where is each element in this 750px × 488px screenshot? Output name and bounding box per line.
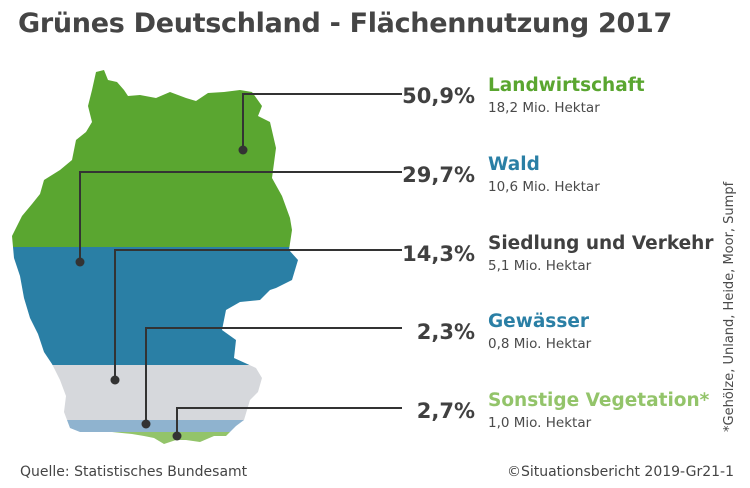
area-siedlung: 5,1 Mio. Hektar xyxy=(488,258,592,274)
area-landwirtschaft: 18,2 Mio. Hektar xyxy=(488,100,600,116)
region-wald xyxy=(12,247,298,365)
leader-line-wald xyxy=(79,171,402,262)
area-gewaesser: 0,8 Mio. Hektar xyxy=(488,336,592,352)
copyright-note: ©Situationsbericht 2019-Gr21-1 xyxy=(506,464,734,480)
label-sonstige: Sonstige Vegetation* xyxy=(488,390,710,411)
area-sonstige: 1,0 Mio. Hektar xyxy=(488,415,592,431)
chart-title: Grünes Deutschland - Flächennutzung 2017 xyxy=(18,8,672,39)
leader-line-siedlung xyxy=(114,249,402,380)
marker-gewaesser xyxy=(141,419,151,429)
region-gewaesser xyxy=(12,420,298,432)
marker-sonstige xyxy=(172,431,182,441)
source-note: Quelle: Statistisches Bundesamt xyxy=(20,464,248,480)
percent-siedlung: 14,3% xyxy=(402,242,475,266)
label-wald: Wald xyxy=(488,154,540,175)
marker-siedlung xyxy=(110,375,120,385)
percent-gewaesser: 2,3% xyxy=(416,320,475,344)
percent-wald: 29,7% xyxy=(402,163,475,187)
marker-landwirtschaft xyxy=(238,145,248,155)
percent-sonstige: 2,7% xyxy=(416,399,475,423)
percent-landwirtschaft: 50,9% xyxy=(402,84,475,108)
region-sonstige xyxy=(12,432,298,444)
region-siedlung xyxy=(12,365,298,420)
leader-line-gewaesser xyxy=(145,327,402,424)
label-landwirtschaft: Landwirtschaft xyxy=(488,75,645,96)
leader-line-landwirtschaft xyxy=(242,93,402,150)
area-wald: 10,6 Mio. Hektar xyxy=(488,179,600,195)
label-siedlung: Siedlung und Verkehr xyxy=(488,233,714,254)
footnote-vertical: *Gehölze, Unland, Heide, Moor, Sumpf xyxy=(722,181,737,432)
region-landwirtschaft xyxy=(12,70,298,247)
marker-wald xyxy=(75,257,85,267)
leader-line-sonstige xyxy=(176,407,402,436)
label-gewaesser: Gewässer xyxy=(488,311,590,332)
